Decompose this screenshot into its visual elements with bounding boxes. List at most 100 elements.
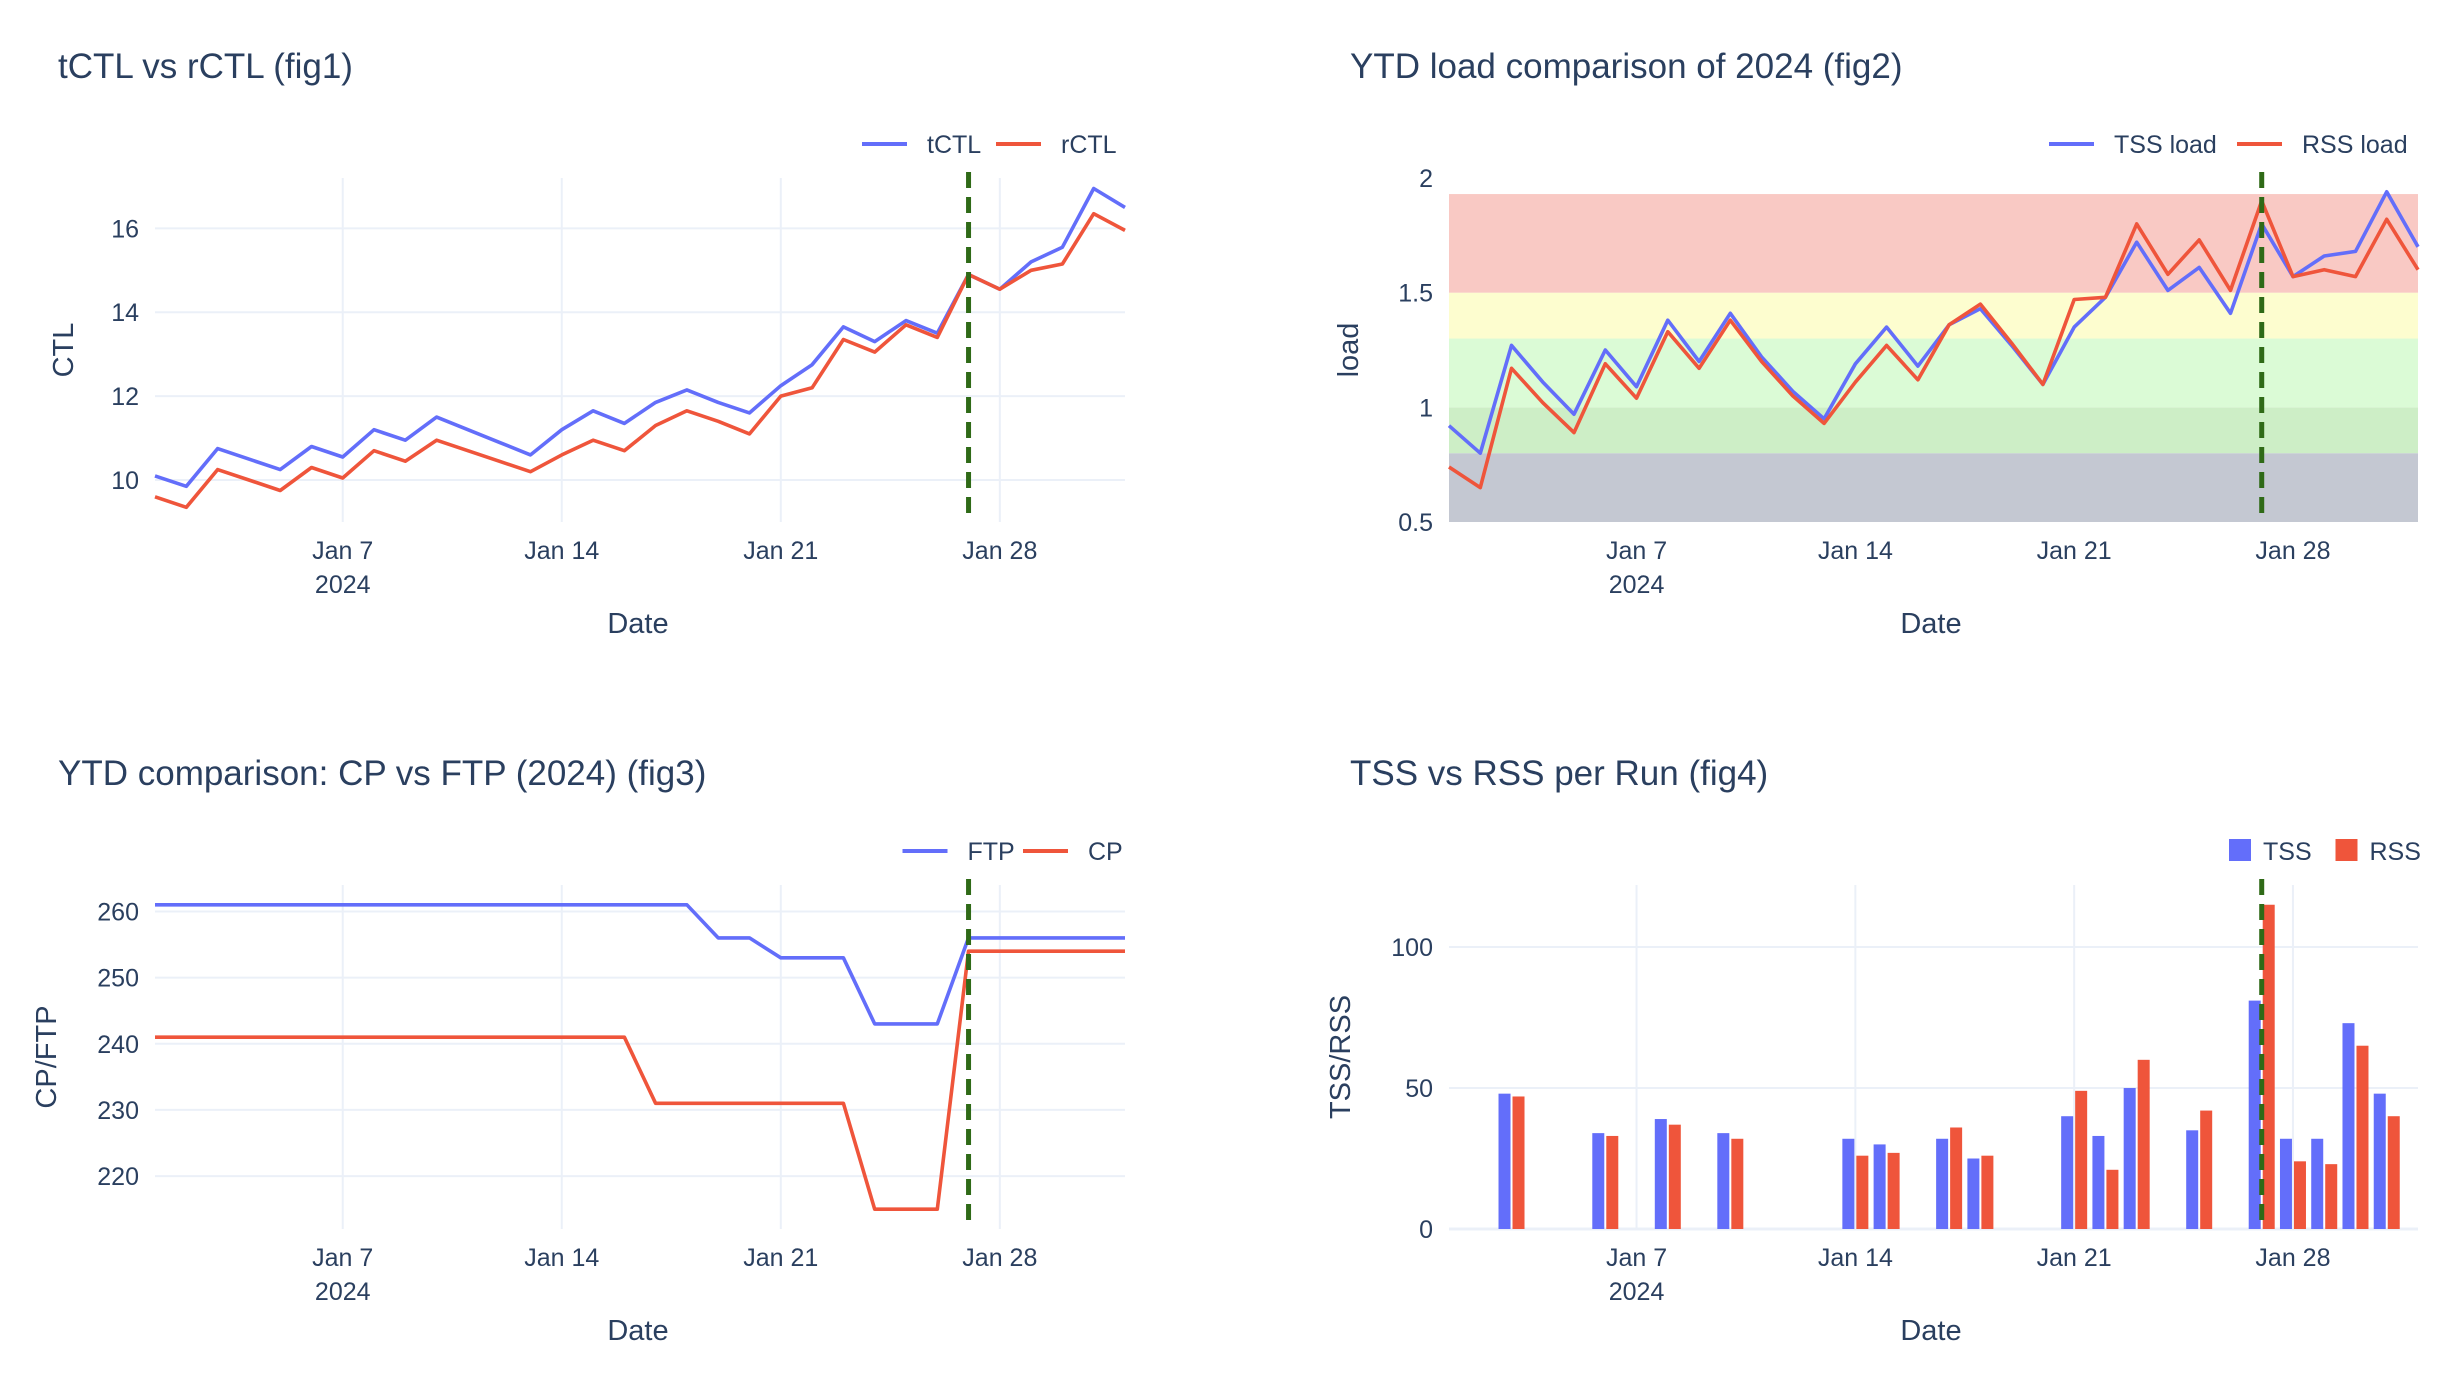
series-line-tss-load [1447, 190, 2420, 456]
series-line-rss-load [1448, 199, 2420, 490]
x-axis-label-fig2: Date [1900, 608, 1961, 640]
x-axis-label-fig4: Date [1900, 1315, 1961, 1347]
x-tick-label: Jan 21 [2037, 537, 2112, 565]
chart-fig3: YTD comparison: CP vs FTP (2024) (fig3) … [31, 754, 1125, 1347]
y-tick-label: 10 [111, 467, 139, 495]
x-axis-label-fig1: Date [607, 608, 668, 640]
bar-tss [1498, 1093, 1511, 1229]
legend-swatch [2229, 839, 2251, 861]
legend-fig3[interactable]: CP FTP [902, 838, 1123, 866]
chart-fig2: YTD load comparison of 2024 (fig2) 0.5 1 1… [1333, 47, 2420, 640]
bar-rss [2137, 1059, 2150, 1229]
bar-rss [2387, 1116, 2400, 1229]
legend-label-ftp: FTP [968, 838, 1015, 866]
x-tick-label: Jan 28 [2255, 1244, 2330, 1272]
bar-rss [2075, 1090, 2088, 1229]
bar-rss [1731, 1138, 1744, 1229]
bar-rss [1950, 1127, 1963, 1229]
bar-tss [2186, 1130, 2199, 1229]
legend-label-rctl: rCTL [1061, 131, 1117, 159]
bar-rss [1606, 1135, 1619, 1229]
series-line-rctl [154, 211, 1126, 510]
y-tick-label: 220 [97, 1163, 139, 1191]
x-tick-label: Jan 28 [962, 1244, 1037, 1272]
bar-tss [1717, 1133, 1730, 1229]
x-tick-label: Jan 14 [1818, 537, 1893, 565]
bar-tss [1842, 1138, 1855, 1229]
x-tick-label: Jan 21 [743, 1244, 818, 1272]
load-band-1 [1449, 407, 2418, 454]
bar-tss [2373, 1093, 2386, 1229]
bar-rss [2325, 1164, 2338, 1229]
legend-swatch [2335, 839, 2358, 861]
y-tick-label: 0.5 [1398, 509, 1433, 537]
y-tick-label: 230 [97, 1097, 139, 1125]
bar-tss [2092, 1135, 2105, 1229]
y-axis-label-fig2: load [1333, 323, 1365, 378]
legend-label-rss: RSS [2370, 838, 2421, 866]
bar-rss [1887, 1152, 1900, 1229]
series-line-tctl [154, 186, 1126, 489]
series-line-cp [155, 949, 1125, 1211]
bar-tss [1967, 1158, 1980, 1229]
x-tick-label: Jan 21 [743, 537, 818, 565]
bar-rss [2200, 1110, 2213, 1229]
x-axis-label-fig3: Date [607, 1315, 668, 1347]
bar-rss [2106, 1169, 2119, 1229]
x-tick-label: Jan 28 [2255, 537, 2330, 565]
x-tick-year-label: 2024 [315, 1278, 371, 1306]
bar-rss [1981, 1155, 1994, 1229]
x-tick-label: Jan 7 [312, 1244, 373, 1272]
y-tick-label: 1.5 [1398, 280, 1433, 308]
x-tick-year-label: 2024 [1609, 571, 1665, 599]
legend-label-tss: TSS [2263, 838, 2312, 866]
y-axis-label-fig4: TSS/RSS [1325, 995, 1357, 1119]
y-axis-label-fig3: CP/FTP [31, 1005, 63, 1108]
y-tick-label: 2 [1419, 165, 1433, 193]
chart-fig1: tCTL vs rCTL (fig1) 10 12 14 16 Jan 7 2024 Jan… [48, 47, 1126, 640]
y-tick-label: 1 [1419, 394, 1433, 422]
x-tick-label: Jan 7 [1606, 1244, 1667, 1272]
y-tick-label: 260 [97, 898, 139, 926]
bar-tss [1936, 1138, 1949, 1229]
series-line-ftp [155, 902, 1125, 1026]
bar-tss [1592, 1133, 1605, 1229]
bar-rss [2262, 904, 2275, 1229]
y-tick-label: 50 [1405, 1075, 1433, 1103]
bar-tss [2248, 1000, 2261, 1229]
y-tick-label: 16 [111, 215, 139, 243]
legend-fig1[interactable]: rCTL tCTL [862, 131, 1117, 159]
legend-fig2[interactable]: RSS load TSS load [2049, 131, 2408, 159]
y-tick-label: 250 [97, 965, 139, 993]
bar-tss [1873, 1144, 1886, 1229]
chart-fig4: TSS vs RSS per Run (fig4) 0 50 100 Jan 7 202… [1325, 754, 2421, 1347]
bar-rss [2356, 1045, 2369, 1229]
legend-label-cp: CP [1088, 838, 1123, 866]
chart-title-fig2: YTD load comparison of 2024 (fig2) [1350, 47, 1903, 86]
y-axis-label-fig1: CTL [48, 323, 80, 378]
bar-rss [1668, 1124, 1681, 1229]
bar-tss [2123, 1088, 2136, 1229]
x-tick-label: Jan 14 [1818, 1244, 1893, 1272]
x-tick-label: Jan 7 [312, 537, 373, 565]
bar-tss [1654, 1119, 1667, 1229]
x-tick-year-label: 2024 [315, 571, 371, 599]
y-tick-label: 12 [111, 383, 139, 411]
chart-title-fig4: TSS vs RSS per Run (fig4) [1350, 754, 1768, 793]
chart-title-fig3: YTD comparison: CP vs FTP (2024) (fig3) [58, 754, 706, 793]
y-tick-label: 0 [1419, 1216, 1433, 1244]
legend-label-tss-load: TSS load [2114, 131, 2217, 159]
bar-tss [2311, 1138, 2324, 1229]
load-band-3 [1449, 292, 2418, 339]
chart-title-fig1: tCTL vs rCTL (fig1) [58, 47, 353, 86]
x-tick-year-label: 2024 [1609, 1278, 1665, 1306]
bar-tss [2279, 1138, 2292, 1229]
x-tick-label: Jan 28 [962, 537, 1037, 565]
legend-label-rss-load: RSS load [2302, 131, 2408, 159]
bar-rss [1512, 1096, 1525, 1229]
legend-label-tctl: tCTL [927, 131, 981, 159]
load-band-0 [1449, 453, 2418, 522]
legend-fig4[interactable]: RSS TSS [2229, 838, 2421, 866]
y-tick-label: 14 [111, 299, 139, 327]
